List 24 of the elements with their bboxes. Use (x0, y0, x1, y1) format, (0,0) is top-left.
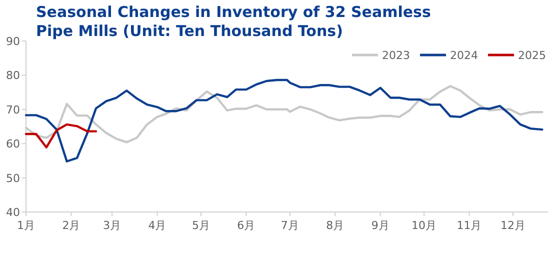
line-series (24, 123, 98, 148)
x-tick-label: 8月 (326, 219, 344, 232)
y-tick-label: 80 (6, 69, 20, 82)
y-tick-label: 40 (6, 206, 20, 219)
x-tick-label: 12月 (500, 219, 526, 232)
x-tick-label: 7月 (280, 219, 299, 232)
line-series (24, 78, 544, 162)
chart-title: Seasonal Changes in Inventory of 32 Seamless Pipe Mills (Unit: Ten Thousand Tons) (36, 3, 432, 41)
legend-label: 2024 (450, 49, 478, 62)
x-tick-label: 11月 (456, 219, 482, 232)
x-tick-label: 3月 (103, 219, 122, 232)
x-tick-label: 4月 (148, 219, 166, 232)
y-tick-label: 70 (6, 103, 20, 116)
y-tick-label: 90 (6, 35, 20, 48)
x-tick-label: 1月 (17, 219, 35, 232)
x-tick-label: 9月 (371, 219, 390, 232)
legend-label: 2025 (518, 49, 546, 62)
x-tick-label: 5月 (192, 219, 210, 232)
legend-label: 2023 (382, 49, 410, 62)
y-tick-label: 50 (6, 172, 20, 185)
y-tick-label: 60 (6, 138, 20, 151)
x-tick-label: 10月 (412, 219, 437, 232)
x-tick-label: 6月 (237, 219, 256, 232)
x-tick-label: 2月 (62, 219, 80, 232)
